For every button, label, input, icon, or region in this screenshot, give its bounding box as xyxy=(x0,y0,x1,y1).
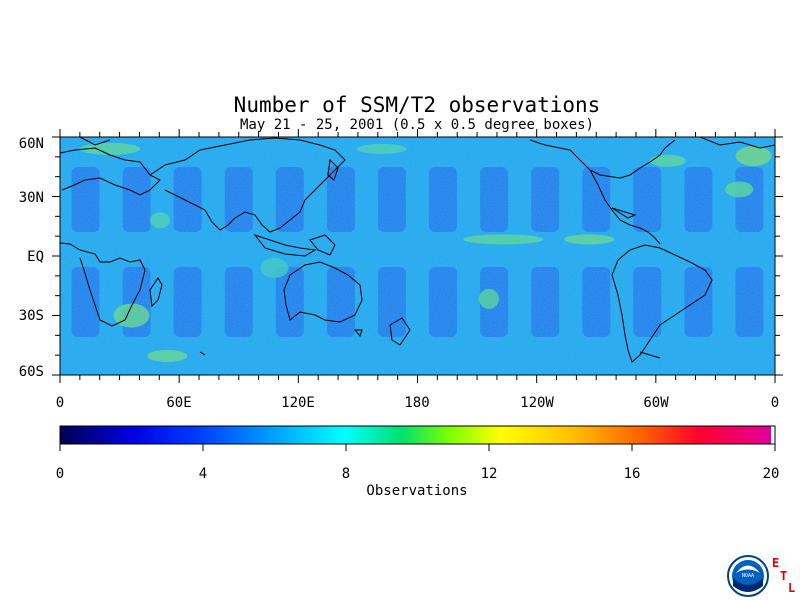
colorbar-tick-0: 0 xyxy=(56,466,64,482)
latitude-labels: 60N 30N EQ 30S 60S xyxy=(19,136,44,380)
lon-label-0: 0 xyxy=(56,395,64,411)
colorbar-gradient xyxy=(60,426,771,444)
lon-label-0-end: 0 xyxy=(771,395,779,411)
lat-label-60s: 60S xyxy=(19,364,44,380)
colorbar-tick-12: 12 xyxy=(481,466,498,482)
map-subtitle: May 21 - 25, 2001 (0.5 x 0.5 degree boxe… xyxy=(240,117,594,133)
colorbar-tick-4: 4 xyxy=(199,466,207,482)
lon-label-60w: 60W xyxy=(643,395,669,411)
noaa-etl-logo: NOAA E T L xyxy=(727,555,795,597)
noaa-logo-text: NOAA xyxy=(742,573,754,579)
lon-label-120w: 120W xyxy=(520,395,554,411)
colorbar-tick-20: 20 xyxy=(763,466,780,482)
lat-label-60n: 60N xyxy=(19,136,44,152)
coastlines xyxy=(60,137,775,363)
colorbar: 0 4 8 12 16 20 Observations xyxy=(56,425,780,499)
colorbar-tick-16: 16 xyxy=(624,466,641,482)
lat-label-eq: EQ xyxy=(27,249,44,265)
map-title: Number of SSM/T2 observations xyxy=(234,93,601,117)
longitude-labels: 0 60E 120E 180 120W 60W 0 xyxy=(56,395,779,411)
lon-label-60e: 60E xyxy=(166,395,191,411)
map-ticks xyxy=(52,129,783,383)
lat-label-30s: 30S xyxy=(19,308,44,324)
etl-letter-e: E xyxy=(772,556,779,570)
etl-letter-t: T xyxy=(780,569,787,583)
lat-label-30n: 30N xyxy=(19,190,44,206)
observation-field xyxy=(60,137,775,375)
etl-letter-l: L xyxy=(788,581,795,595)
colorbar-label: Observations xyxy=(366,483,467,499)
lon-label-120e: 120E xyxy=(281,395,315,411)
colorbar-ticks xyxy=(59,444,776,451)
colorbar-frame xyxy=(59,425,776,445)
noaa-logo-icon: NOAA xyxy=(727,555,769,597)
colorbar-over-box xyxy=(771,426,775,444)
colorbar-tick-8: 8 xyxy=(342,466,350,482)
lon-label-180: 180 xyxy=(404,395,429,411)
